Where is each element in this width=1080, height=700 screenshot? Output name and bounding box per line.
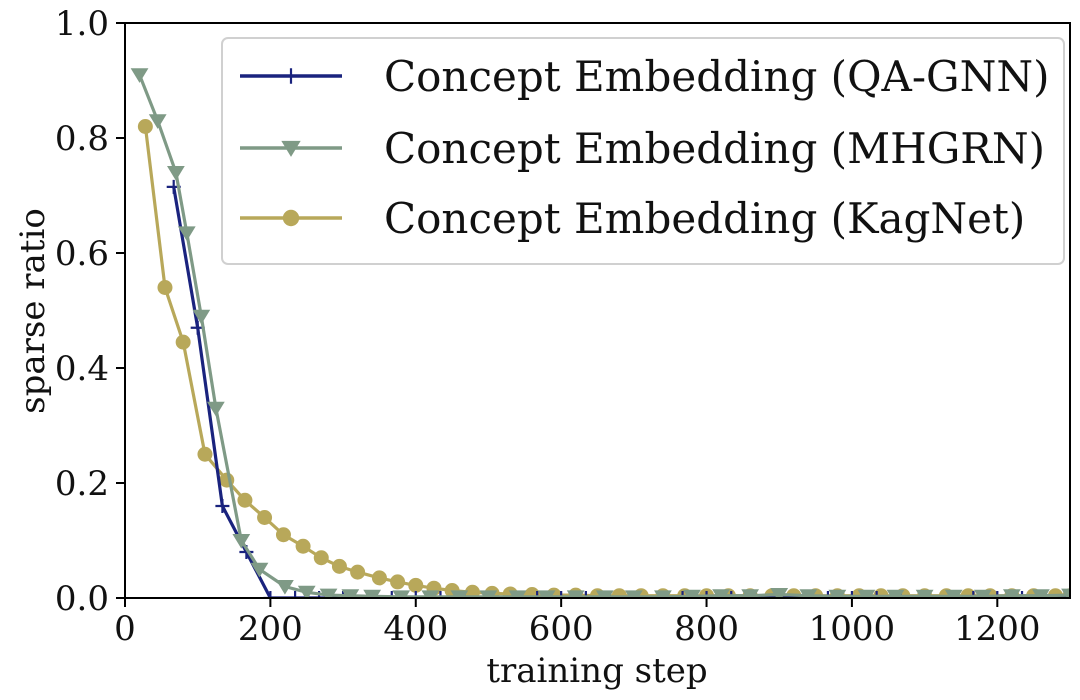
data-point: [283, 68, 299, 84]
data-point: [295, 538, 311, 554]
x-tick-label: 800: [674, 609, 739, 649]
y-tick-label: 0.6: [55, 234, 109, 274]
data-point: [148, 114, 167, 129]
data-point: [197, 446, 213, 462]
data-point: [799, 589, 818, 598]
data-point: [130, 68, 149, 83]
data-point: [232, 534, 251, 549]
legend-entry-kagnet: Concept Embedding (KagNet): [240, 194, 1025, 243]
data-point: [237, 492, 253, 508]
data-point: [973, 589, 992, 598]
plot-frame: [124, 22, 1071, 599]
data-point: [281, 140, 301, 157]
data-point: [282, 209, 300, 227]
x-tick-label: 1200: [954, 609, 1041, 649]
data-point: [675, 591, 690, 598]
x-tick-label: 200: [238, 609, 303, 649]
data-point: [206, 401, 225, 417]
data-point: [770, 588, 789, 598]
data-point: [915, 589, 934, 598]
data-point: [578, 591, 593, 598]
data-point: [408, 591, 423, 598]
legend-label: Concept Embedding (QA-GNN): [384, 52, 1049, 101]
series-group-mhgrn: [130, 68, 1070, 598]
data-point: [886, 589, 905, 598]
data-point: [350, 564, 366, 580]
x-tick-label: 0: [114, 609, 136, 649]
data-point: [1061, 588, 1070, 598]
series-layer: [130, 68, 1070, 598]
data-point: [828, 589, 847, 598]
x-axis-title: training step: [486, 651, 707, 691]
data-point: [275, 527, 291, 543]
data-point: [257, 510, 273, 525]
data-point: [869, 591, 884, 598]
data-point: [250, 562, 269, 578]
y-tick-label: 0.0: [55, 579, 109, 619]
data-point: [319, 588, 338, 598]
data-point: [1002, 589, 1021, 598]
data-point: [215, 499, 230, 513]
data-point: [297, 585, 316, 598]
y-axis-title: sparse ratio: [13, 208, 53, 414]
y-tick-label: 0.4: [55, 349, 109, 389]
data-point: [530, 591, 545, 598]
data-point: [1015, 591, 1030, 598]
data-point: [699, 591, 714, 598]
data-point: [313, 550, 329, 566]
data-point: [336, 591, 351, 598]
y-tick-label: 0.2: [55, 464, 109, 504]
legend-box: [221, 37, 1065, 265]
legend-entries: Concept Embedding (QA-GNN) Concept Embedd…: [240, 52, 1049, 243]
data-point: [263, 591, 278, 598]
data-point: [331, 558, 347, 574]
legend: Concept Embedding (QA-GNN) Concept Embedd…: [221, 37, 1065, 265]
data-point: [741, 589, 760, 598]
data-point: [288, 591, 303, 598]
data-point: [363, 589, 382, 598]
data-point: [371, 570, 387, 586]
x-tick-label: 400: [383, 609, 448, 649]
data-point: [820, 591, 835, 598]
data-point: [157, 280, 173, 295]
y-tick-label: 0.8: [55, 119, 109, 159]
data-point: [966, 591, 981, 598]
data-point: [990, 591, 1005, 598]
data-point: [276, 580, 294, 595]
data-point: [137, 119, 153, 134]
data-point: [844, 591, 859, 598]
data-point: [390, 574, 406, 590]
legend-entry-mhgrn: Concept Embedding (MHGRN): [240, 124, 1045, 173]
legend-entry-qa-gnn: Concept Embedding (QA-GNN): [240, 52, 1049, 101]
data-point: [341, 589, 360, 598]
legend-label: Concept Embedding (MHGRN): [384, 124, 1045, 173]
data-point: [1032, 589, 1050, 598]
data-point: [944, 589, 963, 598]
x-axis-ticks: 0 200 400 600 800 1000 1200: [114, 598, 1041, 649]
data-point: [408, 577, 424, 593]
data-point: [384, 591, 399, 598]
x-tick-label: 600: [529, 609, 594, 649]
x-tick-label: 1000: [809, 609, 896, 649]
y-tick-label: 1.0: [55, 4, 109, 44]
data-point: [175, 334, 191, 350]
data-point: [192, 309, 211, 325]
data-point: [712, 589, 730, 598]
data-point: [433, 591, 448, 598]
data-point: [177, 226, 196, 242]
data-point: [166, 166, 185, 181]
legend-label: Concept Embedding (KagNet): [384, 194, 1025, 243]
y-axis-ticks: 0.0 0.2 0.4 0.6 0.8 1.0: [55, 4, 125, 619]
data-point: [554, 591, 569, 598]
data-point: [857, 589, 876, 598]
data-point: [724, 591, 739, 598]
data-point: [683, 589, 701, 598]
